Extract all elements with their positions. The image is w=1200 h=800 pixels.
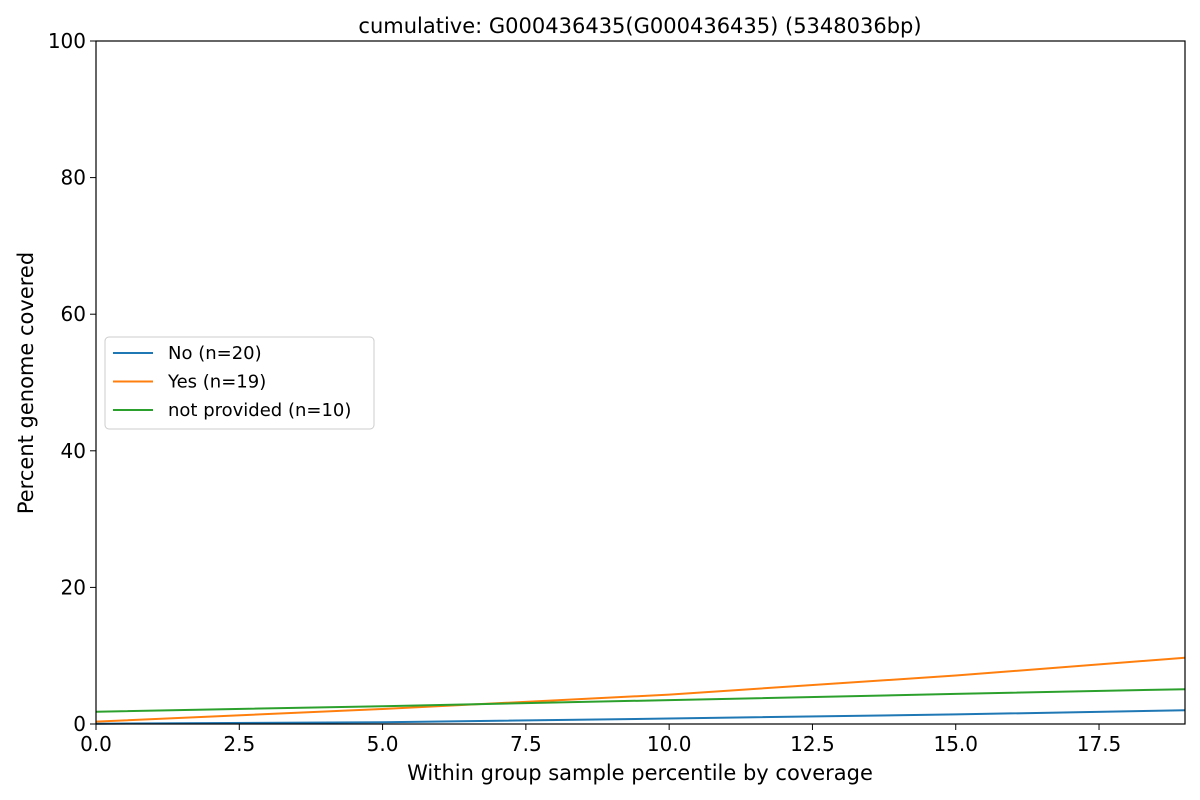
legend-label-0: No (n=20) <box>168 343 262 364</box>
legend-box <box>104 336 375 430</box>
y-tick-label: 100 <box>48 29 86 53</box>
legend: No (n=20) Yes (n=19) not provided (n=10) <box>104 336 375 430</box>
x-tick-label: 0.0 <box>80 732 112 756</box>
y-axis: 0 20 40 60 80 100 <box>48 29 96 736</box>
y-tick-label: 20 <box>61 575 86 599</box>
x-tick-label: 17.5 <box>1077 732 1122 756</box>
series-line-2 <box>95 688 1186 713</box>
x-tick-label: 2.5 <box>223 732 255 756</box>
legend-label-1: Yes (n=19) <box>167 372 266 393</box>
y-tick-label: 60 <box>61 302 86 326</box>
y-tick-label: 0 <box>73 712 86 736</box>
x-axis-label: Within group sample percentile by covera… <box>407 761 873 785</box>
x-tick-label: 5.0 <box>367 732 399 756</box>
y-tick-label: 40 <box>61 439 86 463</box>
x-tick-label: 12.5 <box>790 732 835 756</box>
x-axis: 0.0 2.5 5.0 7.5 10.0 12.5 15.0 17.5 <box>80 724 1121 756</box>
y-tick-label: 80 <box>61 166 86 190</box>
y-axis-label: Percent genome covered <box>14 252 38 514</box>
x-tick-label: 15.0 <box>933 732 978 756</box>
plot-frame <box>95 40 1186 725</box>
plot-area <box>95 656 1186 725</box>
x-tick-label: 7.5 <box>510 732 542 756</box>
chart-title: cumulative: G000436435(G000436435) (5348… <box>358 14 921 38</box>
legend-label-2: not provided (n=10) <box>168 400 351 421</box>
x-tick-label: 10.0 <box>647 732 692 756</box>
series-line-0 <box>95 709 1186 725</box>
series-line-1 <box>95 656 1186 723</box>
